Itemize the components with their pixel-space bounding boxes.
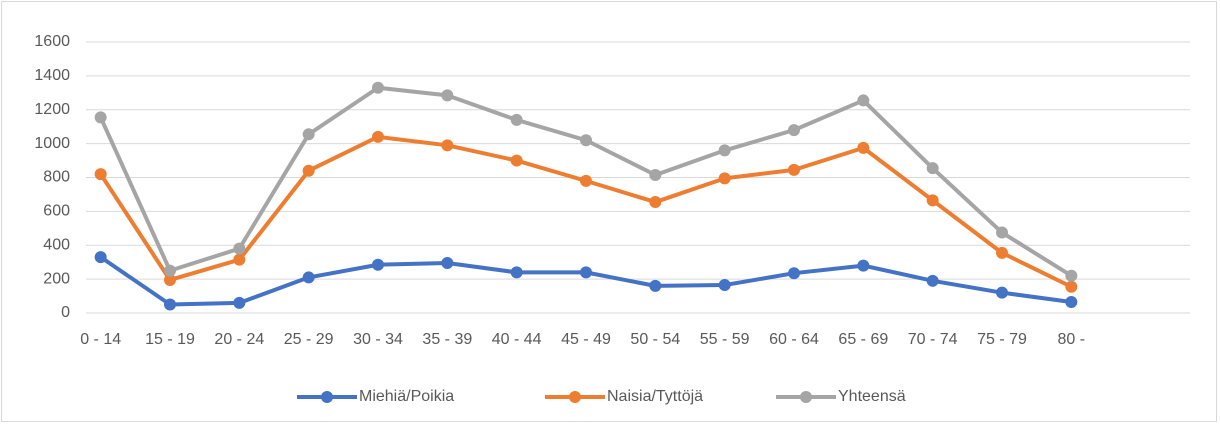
data-point	[649, 196, 662, 209]
x-tick-label: 35 - 39	[422, 331, 472, 348]
x-tick-label: 45 - 49	[561, 331, 611, 348]
data-point	[1065, 280, 1078, 293]
x-tick-label: 60 - 64	[769, 331, 819, 348]
data-point	[1065, 269, 1078, 282]
data-point	[233, 296, 246, 309]
y-tick-label: 1000	[34, 135, 70, 152]
x-tick-label: 70 - 74	[908, 331, 958, 348]
legend-marker	[569, 391, 581, 403]
y-tick-label: 1600	[34, 33, 70, 50]
data-point	[718, 279, 731, 292]
data-point	[372, 81, 384, 94]
y-tick-label: 200	[43, 270, 70, 287]
y-tick-label: 0	[61, 304, 70, 321]
legend-label: Naisia/Tyttöjä	[607, 388, 703, 405]
data-point	[788, 267, 800, 280]
x-tick-label: 80 -	[1058, 331, 1086, 348]
y-tick-label: 1400	[34, 67, 70, 84]
data-point	[788, 124, 800, 137]
data-point	[302, 271, 315, 284]
data-point	[1065, 295, 1078, 308]
data-point	[233, 253, 246, 266]
data-point	[580, 174, 592, 187]
x-tick-label: 50 - 54	[630, 331, 680, 348]
legend-marker	[321, 391, 333, 403]
x-tick-label: 55 - 59	[700, 331, 750, 348]
data-point	[926, 162, 939, 175]
data-point	[857, 141, 870, 154]
data-point	[857, 259, 870, 272]
data-point	[164, 273, 176, 286]
x-tick-label: 0 - 14	[80, 331, 121, 348]
legend-label: Yhteensä	[838, 388, 906, 405]
data-point	[996, 226, 1008, 239]
y-tick-label: 800	[43, 169, 70, 186]
data-point	[718, 144, 731, 157]
data-point	[926, 274, 939, 287]
data-point	[718, 172, 731, 185]
data-point	[510, 154, 523, 167]
data-point	[510, 113, 523, 126]
x-tick-label: 20 - 24	[214, 331, 264, 348]
data-point	[649, 279, 662, 292]
x-tick-label: 75 - 79	[977, 331, 1027, 348]
data-point	[94, 251, 107, 264]
data-point	[441, 89, 454, 102]
y-tick-label: 600	[43, 203, 70, 220]
data-point	[857, 94, 870, 107]
x-tick-label: 25 - 29	[284, 331, 334, 348]
x-tick-label: 65 - 69	[838, 331, 888, 348]
data-point	[94, 111, 107, 124]
x-tick-label: 15 - 19	[145, 331, 195, 348]
data-point	[302, 164, 315, 177]
data-point	[233, 242, 246, 255]
data-point	[441, 257, 454, 270]
y-tick-label: 1200	[34, 101, 70, 118]
data-point	[302, 128, 315, 141]
data-point	[926, 194, 939, 207]
data-point	[996, 286, 1008, 299]
x-tick-label: 30 - 34	[353, 331, 403, 348]
data-point	[996, 246, 1008, 259]
data-point	[580, 266, 592, 279]
data-point	[372, 258, 384, 271]
data-point	[164, 264, 176, 277]
y-tick-label: 400	[43, 236, 70, 253]
x-tick-label: 40 - 44	[492, 331, 542, 348]
data-point	[580, 134, 592, 147]
data-point	[649, 168, 662, 181]
legend-marker	[800, 391, 812, 403]
data-point	[510, 266, 523, 279]
legend-label: Miehiä/Poikia	[359, 388, 454, 405]
data-point	[441, 139, 454, 152]
data-point	[372, 130, 384, 143]
data-point	[164, 298, 176, 311]
data-point	[94, 168, 107, 181]
data-point	[788, 163, 800, 176]
